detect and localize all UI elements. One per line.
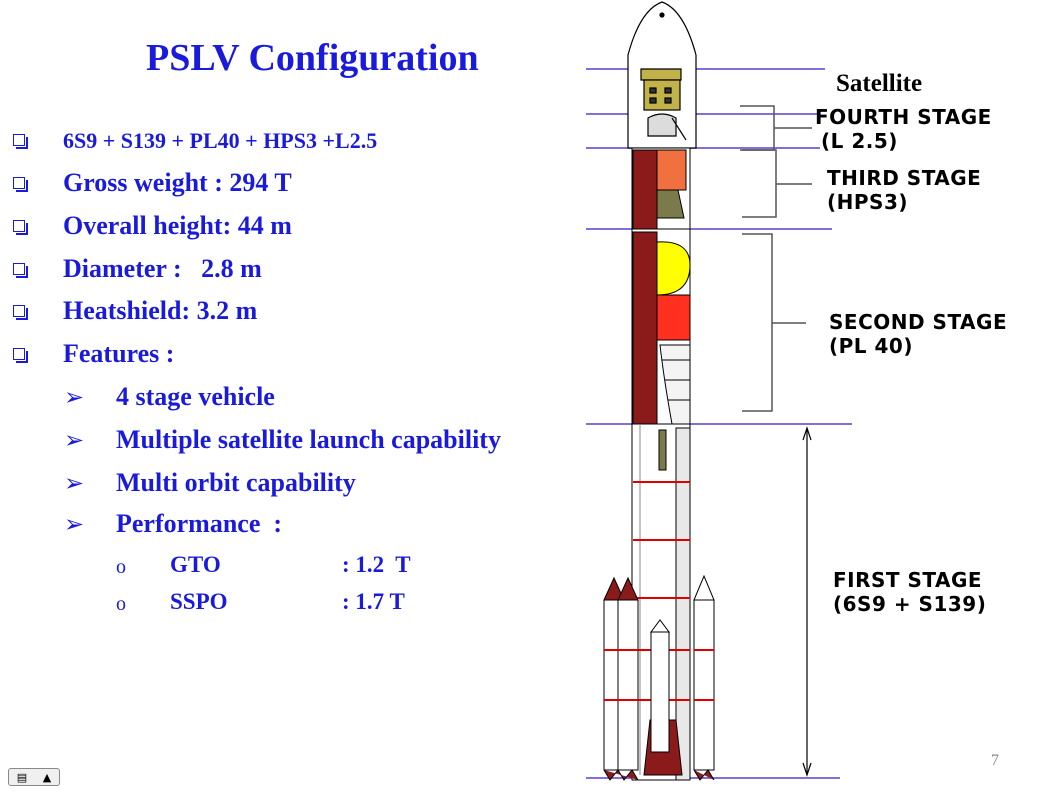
slide-nav-control[interactable]: ▤ ▲ <box>8 768 60 786</box>
bullet-configuration: 6S9 + S139 + PL40 + HPS3 +L2.5 <box>63 128 378 153</box>
second-stage <box>631 228 691 425</box>
arrow-bullet-icon: ➢ <box>64 469 85 497</box>
page-number: 7 <box>991 752 999 769</box>
arrow-bullet-icon: ➢ <box>64 426 85 454</box>
strap-on-boosters <box>603 574 715 781</box>
square-bullet-icon <box>13 177 28 192</box>
first-stage-dimension-arrow <box>802 426 812 777</box>
third-stage <box>631 147 691 230</box>
feature-four-stage: 4 stage vehicle <box>116 382 275 411</box>
square-bullet-icon <box>13 220 28 235</box>
square-bullet-icon <box>13 134 28 149</box>
feature-performance: Performance : <box>116 509 283 538</box>
bullet-gross-weight: Gross weight : 294 T <box>63 168 292 197</box>
bullet-heatshield: Heatshield: 3.2 m <box>63 296 258 325</box>
label-second-stage: SECOND STAGE (PL 40) <box>829 310 1008 358</box>
square-bullet-icon <box>13 263 28 278</box>
bullet-features: Features : <box>63 339 175 368</box>
performance-value-gto: : 1.2 T <box>342 552 411 577</box>
label-satellite: Satellite <box>836 70 923 97</box>
bullet-overall-height: Overall height: 44 m <box>63 211 292 240</box>
bullet-diameter: Diameter : 2.8 m <box>63 254 262 283</box>
performance-orbit-gto: GTO <box>170 552 221 577</box>
triangle-up-icon[interactable]: ▲ <box>42 770 52 784</box>
circle-bullet-icon: o <box>116 556 126 578</box>
arrow-bullet-icon: ➢ <box>64 510 85 538</box>
performance-value-sspo: : 1.7 T <box>342 589 405 614</box>
feature-multiple-satellite: Multiple satellite launch capability <box>116 425 501 454</box>
square-bullet-icon <box>13 305 28 320</box>
feature-multi-orbit: Multi orbit capability <box>116 468 356 497</box>
label-first-stage: FIRST STAGE (6S9 + S139) <box>833 568 987 616</box>
label-third-stage: THIRD STAGE (HPS3) <box>827 166 982 214</box>
heatshield <box>627 1 697 149</box>
arrow-bullet-icon: ➢ <box>64 383 85 411</box>
page-title: PSLV Configuration <box>146 37 479 79</box>
label-fourth-stage: FOURTH STAGE (L 2.5) <box>815 105 992 153</box>
square-bullet-icon <box>13 348 28 363</box>
slides-icon[interactable]: ▤ <box>16 770 28 784</box>
circle-bullet-icon: o <box>116 593 126 615</box>
stage-brackets <box>740 105 812 412</box>
performance-orbit-sspo: SSPO <box>170 589 228 614</box>
